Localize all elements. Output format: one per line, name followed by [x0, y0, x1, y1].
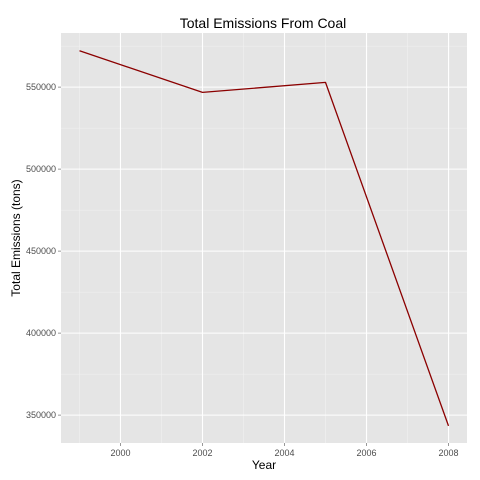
chart-title: Total Emissions From Coal [180, 15, 347, 31]
y-axis: 350000 400000 450000 500000 550000 [26, 82, 61, 420]
minor-gridlines [61, 33, 467, 443]
y-tick-label: 550000 [26, 82, 56, 92]
x-tick-label: 2000 [110, 448, 130, 458]
series-layer [79, 50, 450, 427]
y-axis-title: Total Emissions (tons) [9, 179, 23, 296]
x-axis-title: Year [252, 458, 276, 472]
major-gridlines [61, 33, 467, 443]
x-axis: 2000 2002 2004 2006 2008 [110, 443, 459, 458]
y-tick-label: 350000 [26, 410, 56, 420]
y-tick-label: 450000 [26, 246, 56, 256]
plot-panel [61, 33, 467, 443]
x-tick-label: 2006 [357, 448, 377, 458]
y-tick-label: 400000 [26, 328, 56, 338]
y-tick-label: 500000 [26, 164, 56, 174]
x-tick-label: 2004 [274, 448, 294, 458]
x-tick-label: 2002 [192, 448, 212, 458]
series-line [79, 50, 450, 427]
x-tick-label: 2008 [439, 448, 459, 458]
